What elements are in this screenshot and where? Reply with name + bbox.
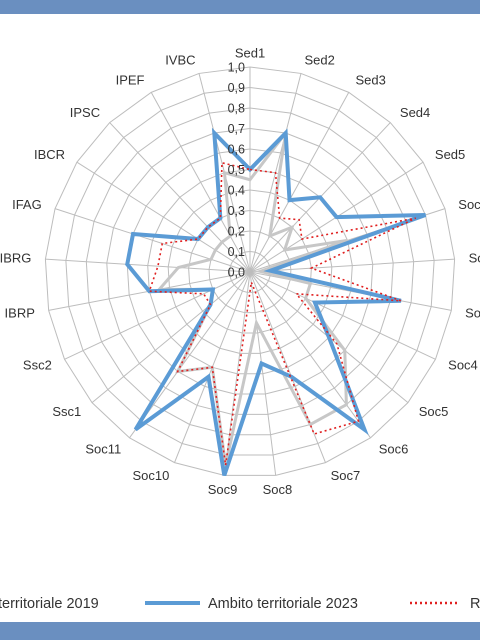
grid-ring	[147, 168, 353, 375]
category-label-soc2: So	[469, 251, 480, 266]
category-label-sed5: Sed5	[435, 147, 465, 162]
category-label-soc9: Soc9	[208, 482, 238, 497]
radial-tick-label: 0,8	[228, 102, 245, 116]
radial-tick-label: 1,0	[228, 61, 245, 75]
radial-tick-labels: 0,0 0,1 0,2 0,3 0,4 0,5 0,6 0,7 0,8 0,9 1,0	[228, 61, 245, 280]
category-label-soc7: Soc7	[331, 468, 361, 483]
category-label-soc1: Soc1	[458, 197, 480, 212]
radial-tick-label: 0,2	[228, 225, 245, 239]
series-2019-line	[156, 132, 348, 466]
radial-tick-label: 0,5	[228, 163, 245, 177]
category-label-ssc2: Ssc2	[23, 358, 52, 373]
series-2023-line	[125, 127, 427, 477]
radial-tick-label: 0,0	[228, 266, 245, 280]
radial-tick-label: 0,1	[228, 245, 245, 259]
grid-ring	[65, 86, 435, 456]
category-label-soc6: Soc6	[379, 442, 409, 457]
radial-tick-label: 0,6	[228, 143, 245, 157]
category-label-ssc1: Ssc1	[52, 404, 81, 419]
grid-spoke	[91, 271, 251, 404]
category-label-ipsc: IPSC	[70, 105, 100, 120]
grid-spoke	[76, 161, 251, 273]
grid-spoke	[223, 271, 251, 476]
category-labels: Sed1 Sed2 Sed3 Sed4 Sed5 Soc1 So Soc Soc4 Soc5 Soc…	[0, 46, 480, 497]
radial-tick-label: 0,4	[228, 184, 245, 198]
series-ref-line	[148, 161, 417, 466]
category-label-sed4: Sed4	[400, 105, 430, 120]
radial-tick-label: 0,9	[228, 81, 245, 95]
category-label-sed1: Sed1	[235, 46, 265, 61]
radar-chart: Sed1 Sed2 Sed3 Sed4 Sed5 Soc1 So Soc Soc4 Soc5 Soc…	[0, 46, 480, 497]
category-label-sed3: Sed3	[356, 73, 386, 88]
category-label-soc3: Soc	[465, 306, 480, 321]
grid-spoke	[54, 208, 251, 273]
radial-tick-label: 0,3	[228, 204, 245, 218]
bottom-band	[0, 622, 480, 640]
grid-ring	[188, 209, 312, 334]
category-label-ibcr: IBCR	[34, 147, 65, 162]
category-label-soc10: Soc10	[133, 468, 170, 483]
grid-spoke	[249, 271, 371, 439]
grid-ring	[229, 250, 271, 293]
grid-ring	[85, 107, 415, 436]
category-label-ipef: IPEF	[116, 73, 145, 88]
grid-spoke	[45, 258, 251, 273]
grid-layer	[44, 66, 456, 476]
category-label-ibrp: IBRP	[5, 306, 35, 321]
category-label-soc4: Soc4	[448, 358, 478, 373]
category-label-soc8: Soc8	[263, 482, 293, 497]
series-layer	[125, 127, 427, 477]
grid-spoke	[249, 258, 455, 273]
category-label-ivbc: IVBC	[165, 52, 195, 67]
grid-ring	[106, 127, 394, 415]
grid-ring	[44, 66, 456, 476]
grid-spoke	[129, 271, 251, 439]
grid-spoke	[249, 92, 350, 273]
grid-spoke	[64, 271, 251, 360]
legend-label-2023: Ambito territoriale 2023	[208, 596, 358, 612]
category-label-sed2: Sed2	[304, 52, 334, 67]
grid-spoke	[249, 271, 436, 360]
category-label-ifag: IFAG	[12, 197, 42, 212]
legend: territoriale 2019 Ambito territoriale 20…	[0, 596, 480, 612]
grid-spoke	[109, 122, 251, 273]
top-band	[0, 0, 480, 14]
category-label-ibrg: IBRG	[0, 251, 31, 266]
category-label-soc11: Soc11	[85, 442, 121, 457]
legend-label-2019: territoriale 2019	[0, 596, 99, 612]
grid-spoke	[249, 271, 277, 476]
radial-tick-label: 0,7	[228, 122, 245, 136]
category-label-soc5: Soc5	[419, 404, 449, 419]
grid-spoke	[150, 92, 251, 273]
legend-label-ref: R	[470, 596, 480, 612]
